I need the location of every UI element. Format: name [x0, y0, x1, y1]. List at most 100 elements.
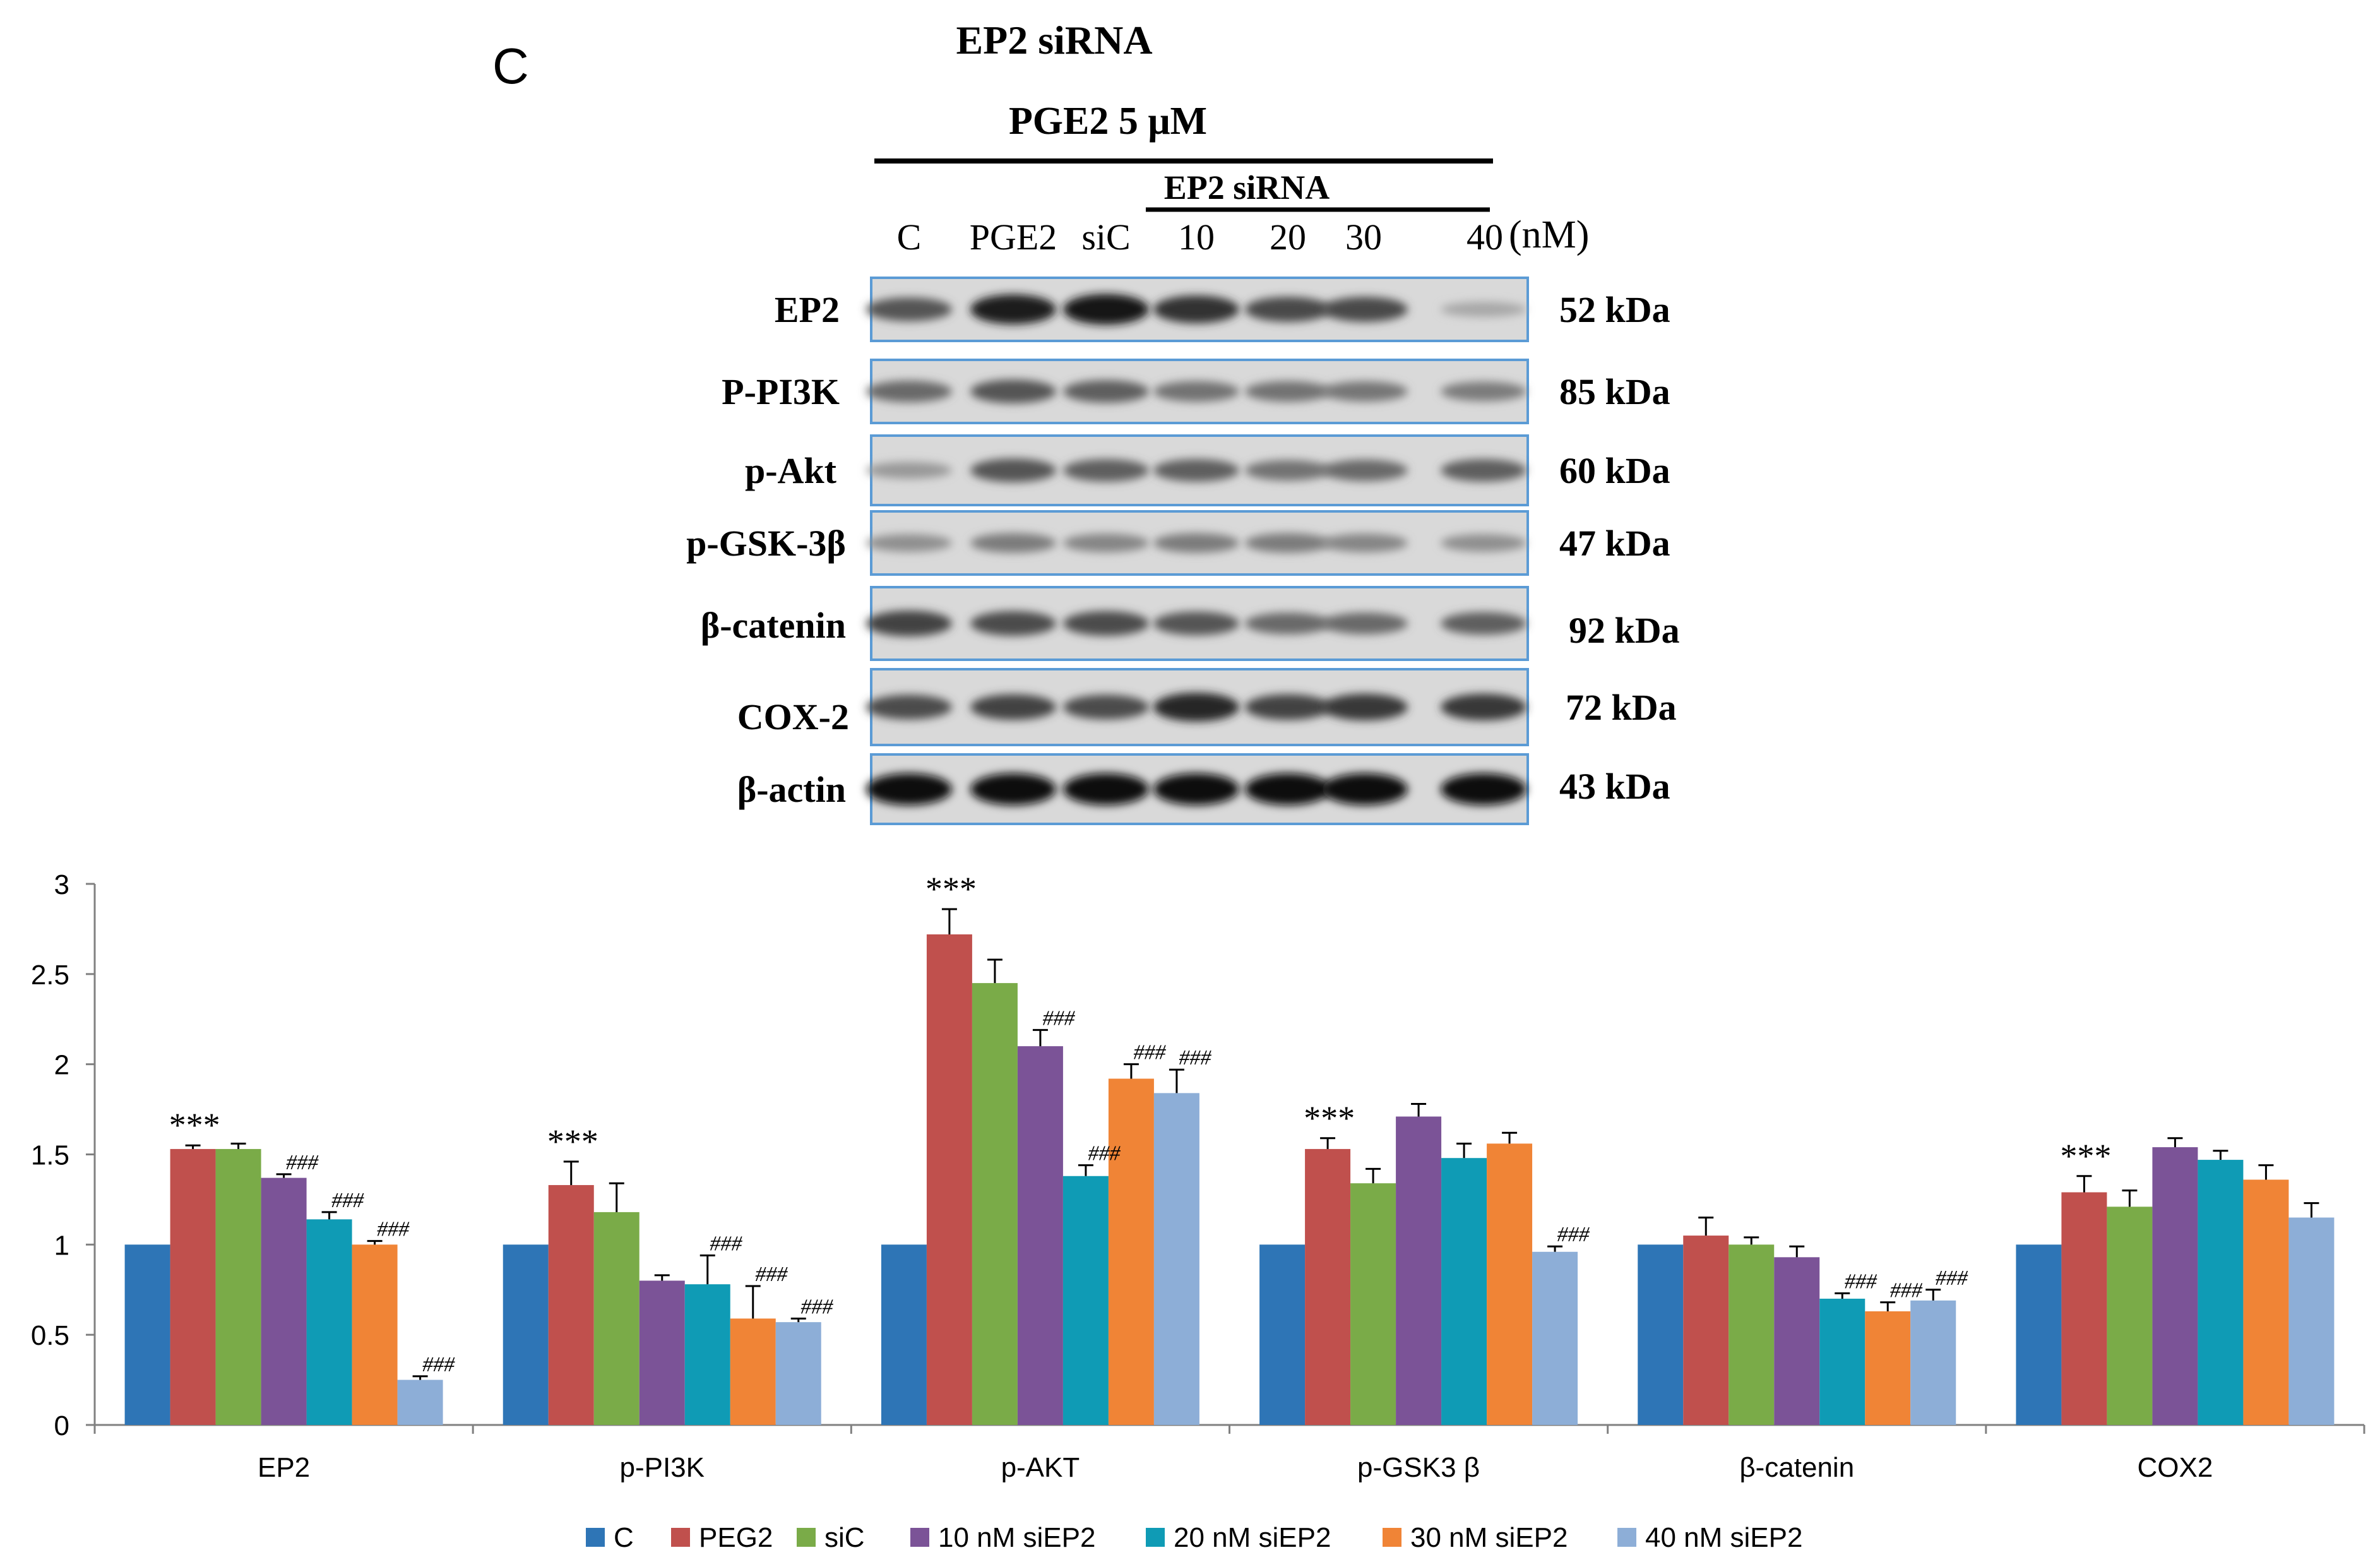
bar [1305, 1148, 1351, 1425]
blot-band [1063, 459, 1149, 482]
size-label: 43 kDa [1559, 766, 1670, 807]
bar [775, 1322, 821, 1425]
bar [2107, 1207, 2153, 1425]
bar [215, 1148, 261, 1425]
bar [2152, 1147, 2198, 1425]
blot-band [1441, 381, 1526, 402]
bars [124, 934, 2335, 1425]
blot-band [970, 458, 1056, 482]
legend-label: siC [824, 1522, 865, 1553]
legend-swatch [1146, 1528, 1165, 1547]
legend-label: 20 nM siEP2 [1174, 1522, 1331, 1553]
bar [1865, 1311, 1911, 1425]
blot-row: COX-2 72 kDa [737, 668, 1677, 746]
blot-band [1245, 381, 1331, 402]
legend-swatch [797, 1528, 816, 1547]
bar [926, 934, 972, 1425]
lane-label: 10 [1178, 217, 1215, 258]
bar [1728, 1244, 1775, 1425]
blot-band [970, 379, 1056, 403]
significance-label: ### [331, 1189, 364, 1212]
bar [972, 983, 1018, 1425]
bar [1638, 1244, 1684, 1425]
blot-row: p-GSK-3β 47 kDa [686, 510, 1670, 576]
y-tick-label: 2 [54, 1050, 69, 1081]
legend-label: C [614, 1522, 634, 1553]
legend-swatch [671, 1528, 690, 1547]
blot-band [1322, 693, 1408, 721]
blot-band [1063, 294, 1149, 325]
blot-band [1153, 381, 1239, 402]
blot-row: β-catenin 92 kDa [701, 586, 1680, 661]
blot-band [1245, 460, 1331, 481]
protein-label: β-catenin [701, 605, 846, 646]
significance-label: ### [422, 1353, 455, 1376]
bar [503, 1244, 549, 1425]
blot-band [1153, 459, 1239, 482]
protein-label: p-Akt [745, 450, 837, 491]
significance-label: *** [545, 1123, 597, 1160]
significance-label: ### [1043, 1006, 1076, 1030]
size-label: 60 kDa [1559, 450, 1670, 491]
bar [1108, 1078, 1154, 1425]
blot-band [866, 462, 952, 479]
blot-band [1441, 612, 1526, 635]
lane-labels: C PGE2 siC 10 20 30 40 [897, 217, 1503, 258]
blot-band [970, 294, 1056, 325]
blot-band [866, 611, 952, 636]
blot-band [1245, 297, 1331, 322]
blot-band [970, 611, 1056, 636]
bar-chart: 0 0.5 1 1.5 2 2.5 3 EP2 p-PI3K p-AKT p-GSK3 β β-ca… [31, 869, 2365, 1483]
significance-label: ### [755, 1263, 788, 1286]
blot-band [866, 380, 952, 403]
blot-band [1322, 381, 1408, 402]
bar [548, 1185, 594, 1425]
significance-label: ### [1890, 1279, 1923, 1302]
significance-label: ### [286, 1151, 319, 1174]
blot-band [1441, 302, 1526, 317]
bar [2061, 1192, 2107, 1425]
x-tick-label: p-AKT [1001, 1452, 1080, 1483]
significance-label: *** [924, 870, 975, 908]
bar [684, 1284, 730, 1425]
bar [1487, 1143, 1533, 1425]
blot-band [1153, 295, 1239, 323]
significance-label: ### [377, 1218, 410, 1241]
blot-band [1245, 773, 1331, 806]
bar [306, 1219, 352, 1425]
significance-label: ### [1179, 1046, 1212, 1069]
blot-band [1153, 773, 1239, 806]
blot-band [866, 297, 952, 321]
blot-band [1441, 773, 1526, 806]
y-tick-label: 0.5 [31, 1320, 69, 1351]
bar [352, 1244, 398, 1425]
figure-title: EP2 siRNA [956, 18, 1152, 63]
bar [397, 1379, 443, 1425]
significance-label: ### [1845, 1270, 1877, 1293]
y-axis-ticks: 0 0.5 1 1.5 2 2.5 3 [31, 869, 95, 1441]
bar [1062, 1176, 1109, 1425]
size-label: 72 kDa [1566, 687, 1677, 728]
significance-label: *** [2059, 1137, 2110, 1175]
protein-label: COX-2 [737, 696, 849, 737]
blot-band [1245, 694, 1331, 720]
blot-band [970, 533, 1056, 553]
significance-label: ### [1134, 1041, 1167, 1064]
bar [1153, 1093, 1199, 1425]
blot-band [1441, 693, 1526, 721]
lane-label: C [897, 217, 922, 258]
bar [1683, 1236, 1729, 1425]
bar [730, 1318, 776, 1425]
bar [261, 1177, 307, 1425]
bar [2288, 1217, 2335, 1425]
blot-band [1063, 694, 1149, 720]
blot-band [1063, 380, 1149, 403]
bar [2243, 1179, 2289, 1425]
bar [1350, 1183, 1396, 1425]
legend-label: 10 nM siEP2 [938, 1522, 1095, 1553]
bar [1910, 1300, 1956, 1425]
bar [1532, 1251, 1578, 1425]
lane-label: 30 [1345, 217, 1382, 258]
y-tick-label: 3 [54, 869, 69, 900]
blot-band [1441, 459, 1526, 482]
